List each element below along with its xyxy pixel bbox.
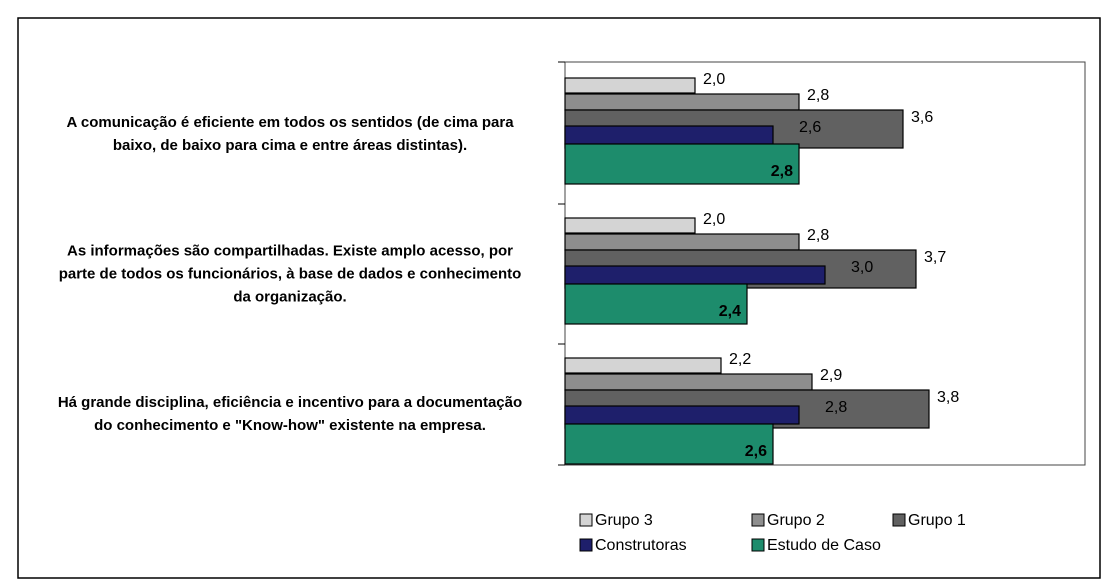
data-label: 2,8	[771, 163, 793, 180]
legend-label: Construtoras	[595, 537, 687, 554]
category-label: Há grande disciplina, eficiência e incen…	[57, 394, 523, 434]
bar	[564, 405, 800, 425]
data-label: 2,2	[729, 351, 751, 368]
category-label: A comunicação é eficiente em todos os se…	[66, 114, 514, 154]
data-label: 2,8	[807, 87, 829, 104]
bar	[564, 217, 696, 234]
data-label: 2,6	[799, 119, 821, 136]
legend-label: Grupo 1	[908, 512, 966, 529]
data-label: 3,8	[937, 389, 959, 406]
data-label: 3,7	[924, 249, 946, 266]
legend-label: Grupo 3	[595, 512, 653, 529]
legend-label: Grupo 2	[767, 512, 825, 529]
data-label: 3,0	[851, 259, 873, 276]
legend-swatch	[751, 513, 765, 527]
bar	[564, 233, 800, 251]
bar	[564, 423, 774, 465]
bar	[564, 93, 800, 111]
data-label: 2,8	[825, 399, 847, 416]
data-label: 2,9	[820, 367, 842, 384]
bar	[564, 357, 722, 374]
bar	[564, 265, 826, 285]
category-ticks	[558, 61, 565, 466]
legend-label: Estudo de Caso	[767, 537, 881, 554]
legend-swatch	[892, 513, 906, 527]
frame	[17, 17, 1101, 579]
bar	[564, 283, 748, 325]
legend-swatch	[579, 513, 593, 527]
data-label: 3,6	[911, 109, 933, 126]
legend-swatch	[579, 538, 593, 552]
data-label: 2,0	[703, 211, 725, 228]
data-label: 2,8	[807, 227, 829, 244]
bar	[564, 143, 800, 185]
data-label: 2,0	[703, 71, 725, 88]
bar	[564, 373, 813, 391]
data-label: 2,6	[745, 443, 767, 460]
bar	[564, 125, 774, 145]
bar	[564, 77, 696, 94]
category-label: As informações são compartilhadas. Exist…	[58, 242, 522, 306]
data-label: 2,4	[719, 303, 741, 320]
legend-swatch	[751, 538, 765, 552]
